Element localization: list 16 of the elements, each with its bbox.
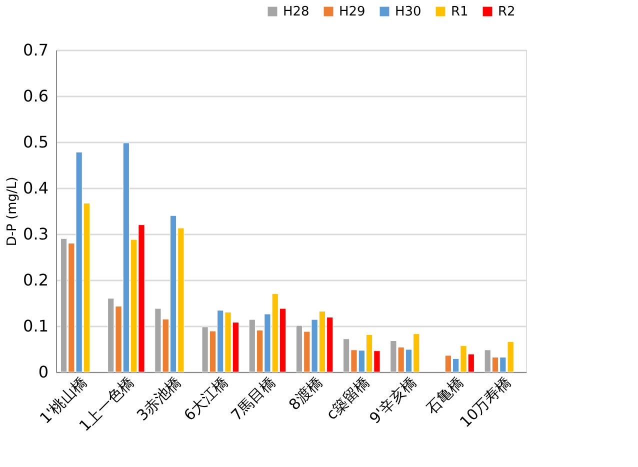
x-tick-label: 石亀橋 <box>422 373 468 418</box>
legend-label: H28 <box>283 4 310 20</box>
y-tick-label: 0.7 <box>23 40 48 60</box>
y-tick-label: 0.5 <box>23 132 48 152</box>
legend-label: H30 <box>395 4 422 20</box>
y-tick-label: 0.3 <box>23 224 48 244</box>
y-tick-label: 0.6 <box>23 86 48 106</box>
y-axis-title: D-P (mg/L) <box>5 176 20 246</box>
y-tick-label: 0 <box>38 362 48 382</box>
legend-label: R1 <box>451 4 468 20</box>
legend-label: H29 <box>339 4 366 20</box>
y-tick-label: 0.1 <box>23 316 48 336</box>
y-tick-label: 0.2 <box>23 270 48 290</box>
legend-label: R2 <box>498 4 516 20</box>
x-tick-label: 8渡橋 <box>285 373 326 414</box>
y-tick-label: 0.4 <box>23 178 48 198</box>
